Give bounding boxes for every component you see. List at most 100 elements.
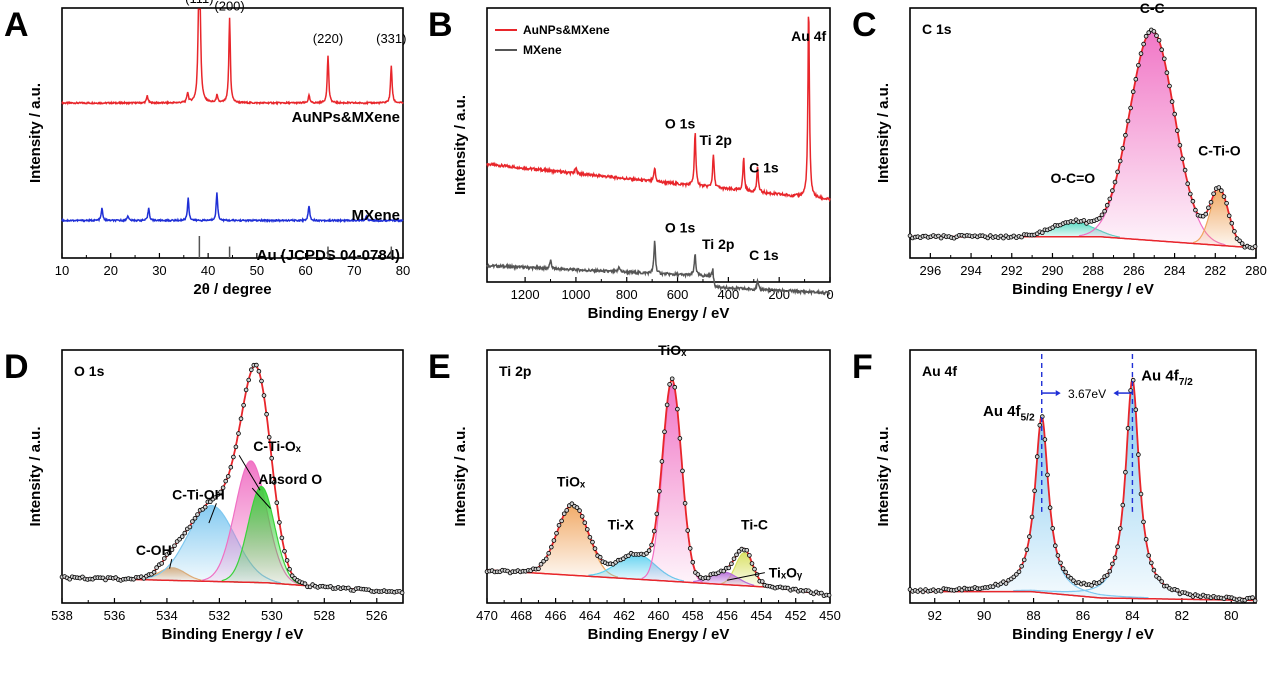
- data-point: [1156, 576, 1162, 581]
- data-point: [287, 566, 292, 572]
- data-point: [179, 534, 185, 539]
- data-point: [559, 518, 564, 524]
- x-axis-label: Binding Energy / eV: [1012, 626, 1154, 643]
- series-line-0: [486, 16, 831, 203]
- data-point: [261, 393, 267, 398]
- panel-label: Au 4f: [922, 363, 957, 379]
- component-peak-2: [641, 383, 703, 584]
- x-tick-label: 468: [510, 608, 532, 623]
- data-point: [664, 402, 670, 408]
- data-point: [538, 561, 544, 567]
- data-point: [819, 590, 824, 596]
- data-point: [1169, 99, 1175, 104]
- x-tick-label: 470: [476, 608, 498, 623]
- data-point: [680, 468, 685, 474]
- x-tick-label: 1200: [511, 287, 540, 302]
- data-point: [672, 384, 678, 390]
- data-point: [577, 508, 582, 513]
- data-point: [1097, 216, 1102, 221]
- data-point: [269, 455, 275, 461]
- data-point: [1029, 514, 1035, 520]
- data-point: [644, 551, 649, 556]
- x-tick-label: 282: [1204, 263, 1226, 278]
- component-label: C-Ti-OH: [172, 486, 225, 502]
- series-line-1: [61, 192, 404, 224]
- component-label: TiOₓ: [557, 474, 586, 490]
- x-tick-label: 80: [396, 263, 410, 278]
- data-point: [202, 504, 208, 510]
- data-point: [256, 368, 262, 374]
- data-point: [172, 543, 177, 549]
- peak-label: (220): [313, 31, 343, 46]
- data-point: [1162, 56, 1167, 62]
- data-point: [574, 505, 580, 510]
- data-point: [695, 572, 701, 577]
- data-point: [677, 436, 683, 441]
- data-point: [225, 474, 231, 479]
- envelope-line: [909, 377, 1257, 601]
- data-point: [1055, 553, 1061, 558]
- data-point: [238, 416, 244, 422]
- component-peak-0: [527, 503, 618, 579]
- data-point: [1138, 51, 1144, 56]
- data-point: [687, 546, 693, 551]
- component-label: C-Ti-Oₓ: [253, 438, 302, 454]
- data-point: [1102, 208, 1107, 214]
- x-tick-label: 1000: [561, 287, 590, 302]
- data-point: [289, 573, 295, 578]
- x-tick-label: 284: [1164, 263, 1186, 278]
- data-point: [1190, 198, 1196, 204]
- y-axis-label: Intensity / a.u.: [875, 426, 892, 526]
- x-tick-label: 40: [201, 263, 215, 278]
- component-label: C-OH: [136, 542, 172, 558]
- data-point: [1117, 526, 1123, 531]
- data-point: [1141, 519, 1146, 525]
- leader-line: [208, 503, 217, 524]
- data-point: [1021, 557, 1027, 563]
- data-point: [1143, 33, 1149, 39]
- data-point: [1175, 587, 1180, 593]
- component-label: Ti-C: [741, 517, 768, 533]
- component-label: Absord O: [258, 471, 322, 487]
- peak-label: Ti 2p: [702, 236, 734, 252]
- data-point: [241, 402, 246, 408]
- x-tick-label: 536: [104, 608, 126, 623]
- data-point: [1146, 553, 1151, 558]
- data-point: [167, 550, 172, 556]
- data-point: [1219, 188, 1224, 193]
- x-tick-label: 296: [920, 263, 942, 278]
- data-point: [1089, 583, 1094, 588]
- x-tick-label: 532: [209, 608, 231, 623]
- x-tick-label: 84: [1125, 608, 1139, 623]
- leader-line: [251, 487, 271, 509]
- panel-f: 92 90 88 86 84 82 80 Binding Energy / eV Intensi…: [852, 348, 1258, 643]
- data-point: [1149, 560, 1154, 566]
- data-point: [1252, 598, 1258, 603]
- data-point: [162, 556, 167, 561]
- data-point: [1130, 89, 1136, 94]
- series-label-auNPs: AuNPs&MXene: [292, 109, 400, 126]
- component-label: C-Ti-O: [1198, 143, 1241, 159]
- data-point: [1203, 211, 1209, 217]
- data-point: [654, 511, 660, 517]
- data-point: [1136, 63, 1141, 68]
- panel-letter: D: [4, 348, 29, 386]
- x-tick-label: 90: [977, 608, 991, 623]
- y-axis-label: Intensity / a.u.: [27, 83, 44, 183]
- x-tick-label: 280: [1245, 263, 1267, 278]
- data-point: [752, 566, 757, 572]
- x-tick-label: 20: [103, 263, 117, 278]
- data-point: [551, 538, 557, 543]
- peak-label-4f72: Au 4f7/2: [1141, 367, 1193, 388]
- x-tick-label: 450: [819, 608, 841, 623]
- data-point: [1099, 212, 1105, 218]
- data-point: [682, 500, 688, 506]
- x-tick-label: 528: [313, 608, 335, 623]
- panel-c: 296 294 292 290 288 286 284 282 280 Binding Energ…: [852, 0, 1267, 298]
- data-point: [218, 489, 223, 495]
- data-point: [1138, 491, 1144, 497]
- data-point: [228, 464, 234, 470]
- panel-d: 538 536 534 532 530 528 526 Binding Energy / eV…: [4, 348, 405, 643]
- plot-frame: [61, 349, 404, 604]
